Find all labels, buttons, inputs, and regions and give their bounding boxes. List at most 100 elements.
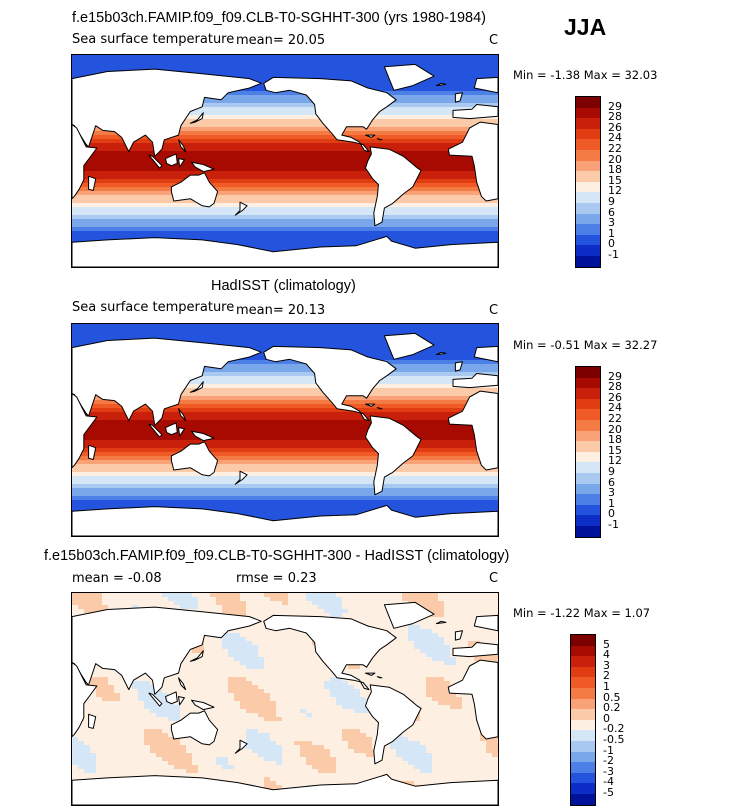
- colorbar-tick-label: 26: [608, 120, 622, 134]
- colorbar-swatch: [576, 515, 600, 526]
- land-outline: [72, 504, 498, 536]
- land-outline: [165, 153, 178, 167]
- land-outline: [72, 773, 498, 805]
- land-outline: [148, 423, 163, 438]
- panel2-map: [71, 323, 499, 537]
- colorbar-tick-label: 1: [603, 680, 610, 693]
- colorbar-swatch: [576, 419, 600, 431]
- land-outline: [72, 662, 98, 738]
- land-outline: [178, 696, 185, 706]
- land-outline: [88, 175, 97, 191]
- land-outline: [447, 121, 498, 202]
- land-outline: [383, 332, 435, 360]
- colorbar-swatch: [571, 698, 595, 710]
- colorbar-tick-label: 15: [608, 443, 622, 457]
- panel3-minmax: Min = -1.22 Max = 1.07: [513, 606, 651, 620]
- land-outline: [189, 650, 204, 662]
- panel2-colorbar: [575, 366, 601, 538]
- colorbar-tick-label: 12: [608, 454, 622, 468]
- colorbar-swatch: [571, 772, 595, 784]
- colorbar-swatch: [576, 472, 600, 484]
- colorbar-tick-label: 0: [608, 507, 615, 521]
- season-label: JJA: [564, 14, 607, 40]
- colorbar-tick-label: -4: [603, 775, 614, 789]
- colorbar-swatch: [571, 783, 595, 794]
- colorbar-tick-label: 5: [603, 637, 610, 651]
- land-outline: [191, 699, 215, 711]
- colorbar-tick-label: 0: [603, 711, 610, 725]
- panel1-mean: mean= 20.05: [236, 33, 326, 48]
- land-outline: [72, 68, 262, 157]
- land-outline: [191, 430, 215, 442]
- colorbar-swatch: [576, 245, 600, 256]
- land-outline: [436, 82, 447, 87]
- land-outline: [383, 601, 435, 629]
- land-outline: [148, 154, 163, 169]
- panel2-title: HadISST (climatology): [211, 278, 356, 294]
- land-outline: [263, 614, 397, 691]
- land-outline: [148, 692, 163, 707]
- colorbar-swatch: [576, 139, 600, 150]
- colorbar-tick-label: 15: [608, 173, 622, 187]
- colorbar-tick-label: 22: [608, 412, 622, 425]
- colorbar-tick-label: -0.5: [603, 733, 625, 746]
- colorbar-swatch: [576, 451, 600, 463]
- land-outline: [178, 139, 187, 153]
- land-outline: [365, 146, 422, 227]
- panel2-mean: mean= 20.13: [236, 303, 326, 318]
- land-outline: [72, 337, 262, 426]
- colorbar-tick-label: 1: [608, 226, 615, 240]
- land-outline: [165, 691, 178, 705]
- colorbar-swatch: [576, 181, 600, 193]
- land-outline: [234, 470, 248, 485]
- colorbar-tick-label: 9: [608, 195, 615, 208]
- colorbar-swatch: [576, 483, 600, 495]
- colorbar-tick-label: 0.2: [603, 701, 621, 715]
- colorbar-swatch: [571, 793, 595, 805]
- panel2-units: C: [489, 303, 499, 318]
- land-outline: [191, 161, 215, 173]
- colorbar-swatch: [576, 398, 600, 410]
- land-outline: [365, 672, 376, 676]
- colorbar-tick-label: 4: [603, 648, 610, 662]
- land-outline: [88, 444, 97, 460]
- land-outline: [72, 606, 262, 695]
- land-outline: [72, 235, 498, 267]
- colorbar-swatch: [576, 97, 600, 108]
- colorbar-swatch: [576, 377, 600, 389]
- land-outline: [383, 63, 435, 91]
- colorbar-swatch: [571, 687, 595, 699]
- land-outline: [452, 642, 498, 658]
- colorbar-tick-label: 26: [608, 390, 622, 404]
- colorbar-tick-label: 24: [608, 131, 622, 145]
- colorbar-swatch: [576, 525, 600, 537]
- land-outline: [178, 408, 187, 422]
- colorbar-swatch: [571, 709, 595, 720]
- colorbar-tick-label: 3: [608, 216, 615, 230]
- land-outline: [454, 630, 463, 641]
- land-outline: [454, 92, 463, 103]
- panel1-minmax: Min = -1.38 Max = 32.03: [513, 68, 658, 82]
- colorbar-swatch: [576, 388, 600, 399]
- map-plot: [72, 324, 498, 536]
- land-outline: [178, 677, 187, 691]
- colorbar-swatch: [571, 666, 595, 678]
- colorbar-tick-label: 29: [608, 99, 622, 113]
- colorbar-tick-label: -5: [603, 786, 614, 799]
- land-outline: [72, 393, 98, 469]
- colorbar-swatch: [576, 430, 600, 442]
- colorbar-swatch: [576, 107, 600, 119]
- colorbar-swatch: [571, 762, 595, 773]
- colorbar-swatch: [571, 719, 595, 731]
- colorbar-swatch: [576, 202, 600, 214]
- colorbar-tick-label: -3: [603, 764, 614, 778]
- colorbar-swatch: [576, 213, 600, 225]
- colorbar-tick-label: -0.2: [603, 722, 625, 736]
- colorbar-tick-label: 18: [608, 163, 622, 177]
- land-outline: [473, 76, 498, 94]
- colorbar-swatch: [571, 677, 595, 688]
- land-outline: [263, 345, 397, 422]
- colorbar-tick-label: 9: [608, 465, 615, 478]
- land-outline: [72, 124, 98, 200]
- colorbar-swatch: [571, 635, 595, 646]
